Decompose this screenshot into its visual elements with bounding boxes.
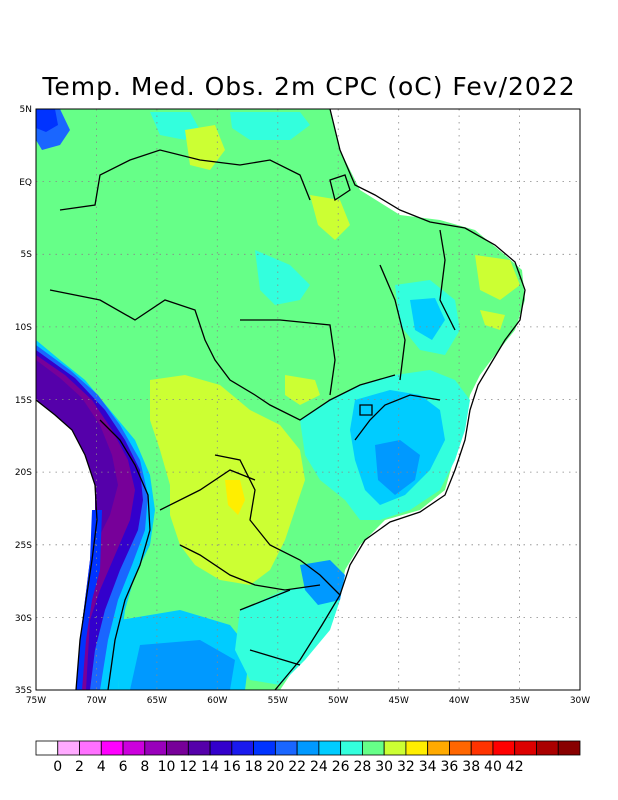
lon-tick-label: 60W	[207, 696, 227, 706]
lat-tick-label: EQ	[19, 178, 32, 188]
colorbar-swatch	[361, 740, 385, 756]
lon-tick-label: 30W	[570, 696, 590, 706]
colorbar-tick-label: 16	[223, 759, 241, 775]
colorbar-swatch	[514, 740, 537, 756]
colorbar-tick-label: 38	[462, 759, 480, 775]
colorbar-swatch	[144, 740, 167, 756]
lon-tick-label: 70W	[86, 696, 106, 706]
colorbar-swatch	[122, 740, 146, 756]
colorbar-tick-label: 26	[332, 759, 350, 775]
colorbar-swatch	[470, 740, 494, 756]
lat-tick-label: 35S	[15, 686, 32, 696]
colorbar	[35, 740, 581, 756]
southern-brazil-cool	[235, 585, 340, 685]
land-base-shading	[36, 109, 525, 690]
colorbar-swatch	[274, 740, 298, 756]
colorbar-swatch	[231, 740, 254, 756]
colorbar-tick-label: 8	[140, 759, 149, 775]
lon-tick-label: 40W	[449, 696, 469, 706]
plot-frame	[35, 108, 581, 691]
colorbar-swatch	[35, 740, 59, 756]
colorbar-swatch	[209, 740, 233, 756]
lon-tick-label: 65W	[147, 696, 167, 706]
colorbar-tick-label: 14	[201, 759, 219, 775]
colorbar-swatch	[318, 740, 342, 756]
colorbar-tick-label: 32	[397, 759, 415, 775]
colorbar-tick-label: 30	[375, 759, 393, 775]
colorbar-swatch	[492, 740, 516, 756]
colorbar-tick-label: 40	[484, 759, 502, 775]
lat-axis: 5N EQ 5S 10S 15S 20S 25S 30S 35S	[15, 105, 32, 696]
colorbar-tick-label: 20	[266, 759, 284, 775]
colorbar-swatch	[57, 740, 80, 756]
colorbar-tick-label: 4	[97, 759, 106, 775]
lat-tick-label: 30S	[15, 614, 32, 624]
lat-tick-label: 15S	[15, 396, 32, 406]
colorbar-tick-label: 12	[179, 759, 197, 775]
colorbar-swatch	[253, 740, 276, 756]
colorbar-swatch	[79, 740, 102, 756]
colorbar-tick-label: 42	[506, 759, 524, 775]
colorbar-swatch	[340, 740, 363, 756]
colorbar-swatch	[405, 740, 429, 756]
lon-tick-label: 35W	[509, 696, 529, 706]
colorbar-tick-label: 22	[288, 759, 306, 775]
colorbar-tick-label: 24	[310, 759, 328, 775]
colorbar-tick-label: 2	[75, 759, 84, 775]
colorbar-swatch	[187, 740, 211, 756]
colorbar-swatch	[449, 740, 472, 756]
lon-axis: 75W 70W 65W 60W 55W 50W 45W 40W 35W 30W	[26, 696, 590, 706]
colorbar-tick-label: 18	[245, 759, 263, 775]
colorbar-tick-label: 36	[441, 759, 459, 775]
colorbar-swatch	[536, 740, 559, 756]
colorbar-tick-label: 10	[158, 759, 176, 775]
colorbar-swatch	[100, 740, 124, 756]
lat-tick-label: 25S	[15, 541, 32, 551]
lat-tick-label: 5S	[21, 250, 33, 260]
colorbar-swatch	[427, 740, 450, 756]
pacific-no-data	[36, 400, 95, 690]
colorbar-swatch	[166, 740, 189, 756]
map-title: Temp. Med. Obs. 2m CPC (oC) Fev/2022	[42, 72, 576, 101]
lat-tick-label: 20S	[15, 468, 32, 478]
lon-tick-label: 75W	[26, 696, 46, 706]
lon-tick-label: 45W	[389, 696, 409, 706]
colorbar-tick-label: 34	[419, 759, 437, 775]
colorbar-swatch	[557, 740, 581, 756]
colorbar-tick-label: 28	[353, 759, 371, 775]
colorbar-tick-label: 6	[119, 759, 128, 775]
lon-tick-label: 50W	[328, 696, 348, 706]
temperature-field	[36, 109, 525, 690]
colorbar-tick-label: 0	[53, 759, 62, 775]
lon-tick-label: 55W	[268, 696, 288, 706]
lat-tick-label: 5N	[20, 105, 32, 115]
colorbar-labels: 0 2 4 6 8 10 12 14 16 18 20 22 24 26 28 30 32 34 36 38 40 42	[53, 759, 523, 775]
colorbar-swatch	[383, 740, 407, 756]
lat-tick-label: 10S	[15, 323, 32, 333]
political-borders	[35, 108, 526, 691]
colorbar-swatch	[296, 740, 320, 756]
